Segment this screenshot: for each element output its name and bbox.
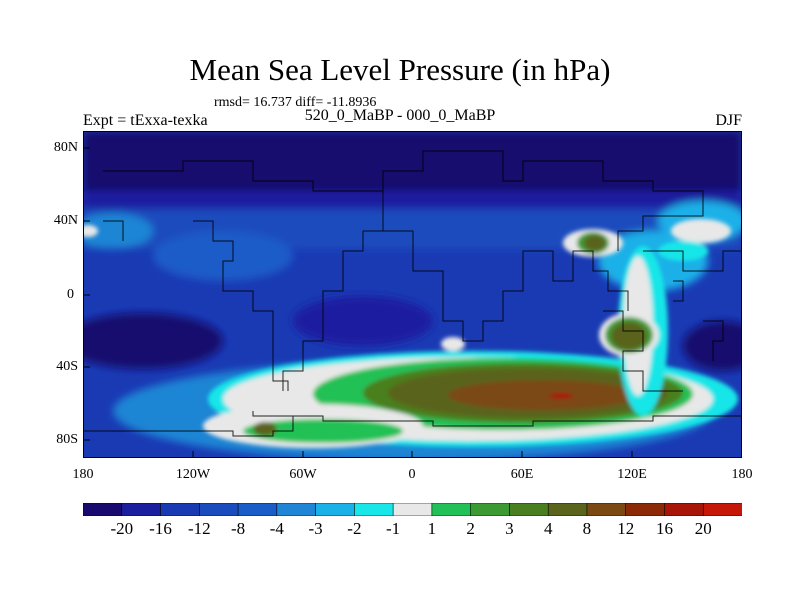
colorbar-level-label: -8 (231, 519, 246, 538)
colorbar (83, 503, 742, 516)
colorbar-level-label: -1 (386, 519, 401, 538)
stats-label: rmsd= 16.737 diff= -11.8936 (214, 95, 377, 110)
colorbar-level-label: -2 (347, 519, 362, 538)
colorbar-swatch (702, 503, 742, 516)
colorbar-swatch (121, 503, 162, 516)
field-lightblue-w (83, 213, 153, 249)
colorbar-level-label: 2 (466, 519, 475, 538)
lon-label-180w: 180 (72, 467, 94, 482)
colorbar-swatch (354, 503, 394, 516)
colorbar-swatch (392, 503, 433, 516)
colorbar-swatch (431, 503, 472, 516)
colorbar-swatch (160, 503, 201, 516)
lon-label-60e: 60E (510, 467, 534, 482)
colorbar-swatch (237, 503, 278, 516)
colorbar-level-label: 12 (617, 519, 635, 538)
lat-label-80s: 80S (56, 432, 78, 447)
field-nw-blue (153, 231, 293, 281)
colorbar-level-label: 8 (582, 519, 592, 538)
colorbar-level-label: -3 (308, 519, 323, 538)
southern-high-brown (448, 380, 638, 410)
colorbar-swatch (664, 503, 705, 516)
lon-label-60w: 60W (289, 467, 317, 482)
lon-label-0: 0 (408, 467, 416, 482)
asian-high-olive (584, 235, 606, 251)
lat-label-40s: 40S (56, 359, 78, 374)
lat-label-0: 0 (67, 287, 74, 302)
colorbar-level-label: 3 (505, 519, 514, 538)
axis-ticks (83, 147, 742, 458)
colorbar-swatch (315, 503, 356, 516)
colorbar-swatch (625, 503, 666, 516)
subtitle: 520_0_MaBP - 000_0_MaBP (304, 107, 496, 124)
colorbar-level-label: 16 (656, 519, 673, 538)
coastal-green (243, 419, 403, 443)
coastal-olive (253, 422, 277, 436)
small-white-patch (441, 337, 465, 351)
colorbar-swatch (509, 503, 549, 516)
field-central-low (293, 296, 433, 346)
colorbar-level-label: -4 (269, 519, 284, 538)
pressure-map (83, 131, 742, 458)
indo-high-olive (611, 322, 647, 350)
southern-high-core (549, 393, 573, 399)
colorbar-level-label: -16 (149, 519, 172, 538)
colorbar-swatch (547, 503, 588, 516)
colorbar-swatch (83, 503, 123, 516)
colorbar-swatch (586, 503, 627, 516)
field-north-low (83, 131, 742, 199)
field-west-low (83, 313, 223, 369)
lon-label-120e: 120E (617, 467, 647, 482)
colorbar-swatch (276, 503, 317, 516)
lat-label-80n: 80N (53, 140, 78, 155)
lon-label-180e: 180 (731, 467, 753, 482)
field-north-low-band (83, 191, 742, 209)
ne-white (671, 219, 731, 243)
lat-label-40n: 40N (53, 213, 78, 228)
colorbar-level-label: -20 (110, 519, 134, 538)
chart-title: Mean Sea Level Pressure (in hPa) (189, 52, 611, 87)
season-label: DJF (715, 112, 742, 129)
colorbar-swatch (470, 503, 511, 516)
colorbar-swatch (198, 503, 239, 516)
colorbar-level-label: -12 (187, 519, 211, 538)
lon-label-120w: 120W (175, 467, 211, 482)
w-edge-white (83, 225, 98, 237)
colorbar-level-label: 4 (543, 519, 553, 538)
coastlines (83, 150, 742, 437)
colorbar-level-label: 20 (694, 519, 712, 538)
experiment-label: Expt = tExxa-texka (83, 112, 208, 129)
colorbar-level-label: 1 (427, 519, 437, 538)
